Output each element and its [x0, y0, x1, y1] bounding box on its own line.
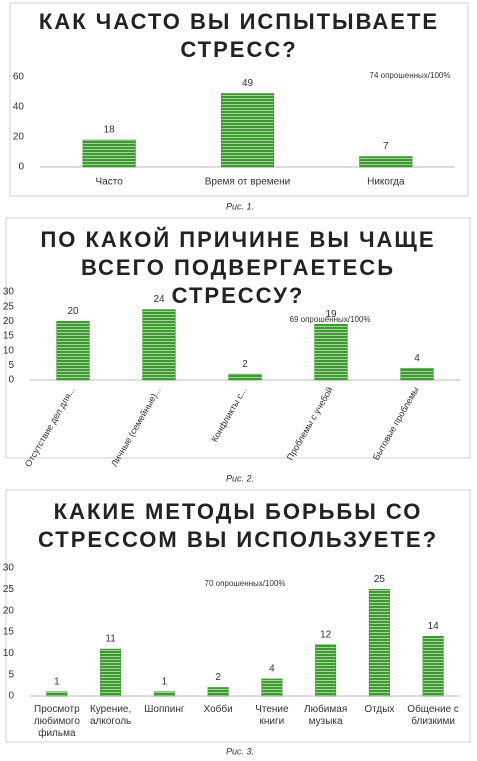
- x-tick-label: Общение с близкими: [407, 704, 459, 727]
- bar: [228, 373, 262, 381]
- y-tick-label: 15: [3, 627, 15, 638]
- x-tick-label: Никогда: [367, 177, 405, 188]
- x-tick-label: Отсутствие дел для...: [23, 385, 77, 468]
- annotation: 69 опрошенных/100%: [290, 315, 371, 324]
- chart-frame: [5, 217, 471, 459]
- data-label: 2: [242, 359, 248, 370]
- bar: [207, 687, 229, 697]
- data-label: 1: [54, 676, 60, 687]
- y-tick-label: 20: [13, 132, 25, 143]
- y-tick-label: 10: [3, 648, 15, 659]
- bar: [82, 139, 136, 168]
- chart-title: ПО КАКОЙ ПРИЧИНЕ ВЫ ЧАЩЕ ВСЕГО ПОДВЕРГАЕ…: [40, 227, 436, 308]
- y-tick-label: 30: [3, 287, 15, 298]
- chart-frame: [5, 489, 471, 743]
- x-tick-label: Личные (семейные)...: [109, 385, 163, 468]
- y-tick-label: 20: [3, 316, 15, 327]
- x-tick-label: Конфликты с...: [209, 385, 249, 444]
- data-label: 11: [105, 634, 116, 645]
- y-tick-label: 0: [18, 162, 24, 173]
- bar: [359, 156, 413, 168]
- bar: [46, 691, 68, 697]
- bar: [153, 691, 175, 697]
- bar: [422, 635, 444, 697]
- y-tick-label: 0: [8, 691, 14, 702]
- x-tick-label: Хобби: [203, 704, 233, 715]
- data-label: 20: [67, 306, 79, 317]
- y-tick-label: 10: [3, 345, 15, 356]
- y-tick-label: 25: [3, 584, 15, 595]
- y-tick-label: 5: [8, 669, 14, 680]
- y-tick-label: 40: [13, 102, 25, 113]
- data-label: 24: [153, 294, 165, 305]
- x-tick-label: Просмотр любимого фильма: [33, 704, 80, 739]
- x-tick-label: Время от времени: [205, 177, 291, 188]
- bar: [368, 589, 390, 697]
- x-tick-label: Отдых: [364, 704, 395, 715]
- y-tick-label: 60: [13, 72, 25, 83]
- data-label: 49: [242, 78, 254, 89]
- x-tick-label: Шоппинг: [144, 704, 185, 715]
- x-tick-label: Чтение книги: [255, 704, 289, 727]
- data-label: 25: [374, 574, 386, 585]
- caption: Рис. 2.: [226, 473, 254, 483]
- bar: [56, 321, 90, 381]
- bar: [100, 648, 122, 697]
- data-label: 1: [162, 676, 168, 687]
- x-tick-label: Бытовые проблемы: [371, 385, 421, 462]
- data-label: 4: [269, 664, 275, 675]
- y-tick-label: 30: [3, 563, 15, 574]
- data-label: 12: [320, 629, 332, 640]
- y-tick-label: 20: [3, 605, 15, 616]
- data-label: 7: [383, 141, 389, 152]
- caption: Рис. 3.: [226, 746, 254, 756]
- annotation: 74 опрошенных/100%: [370, 71, 451, 80]
- bar: [314, 323, 348, 381]
- data-label: 2: [215, 672, 221, 683]
- bar: [220, 93, 275, 168]
- x-tick-label: Проблемы с учебой: [285, 385, 335, 462]
- chart-title: КАК ЧАСТО ВЫ ИСПЫТЫВАЕТЕ СТРЕСС?: [38, 9, 440, 62]
- x-tick-label: Курение, алкоголь: [89, 704, 132, 727]
- data-label: 4: [414, 353, 420, 364]
- bar: [142, 309, 176, 381]
- x-tick-label: Любимая музыка: [304, 704, 348, 727]
- bar: [261, 678, 283, 697]
- data-label: 19: [325, 309, 337, 320]
- annotation: 70 опрошенных/100%: [205, 579, 286, 588]
- x-tick-label: Часто: [96, 177, 124, 188]
- chart-frame: [9, 2, 469, 197]
- data-label: 14: [428, 621, 440, 632]
- caption: Рис. 1.: [226, 201, 254, 211]
- y-tick-label: 5: [8, 360, 14, 371]
- bar: [315, 644, 337, 697]
- y-tick-label: 0: [8, 375, 14, 386]
- chart-title: КАКИЕ МЕТОДЫ БОРЬБЫ СО СТРЕССОМ ВЫ ИСПОЛ…: [37, 499, 439, 552]
- y-tick-label: 25: [3, 301, 15, 312]
- y-tick-label: 15: [3, 331, 15, 342]
- bar: [400, 367, 434, 381]
- data-label: 18: [104, 125, 116, 136]
